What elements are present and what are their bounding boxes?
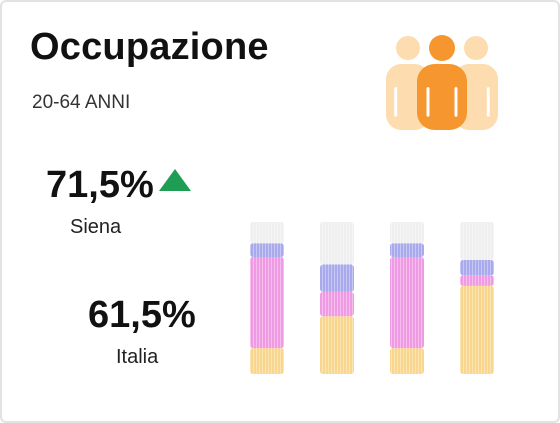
- bar-segment-texture: [250, 256, 284, 349]
- bar-segment-texture: [460, 222, 494, 260]
- bar-segment-texture: [320, 291, 354, 317]
- chart-bar: [460, 222, 494, 374]
- card-subtitle: 20-64 ANNI: [32, 92, 131, 113]
- people-group-icon: [386, 35, 498, 130]
- bar-segment-texture: [250, 222, 284, 244]
- chart-bar: [320, 222, 354, 374]
- bar-segment-texture: [390, 256, 424, 349]
- bar-segment-texture: [320, 264, 354, 292]
- bar-segment-texture: [250, 348, 284, 374]
- bar-segment-texture: [390, 243, 424, 257]
- bar-segment-texture: [320, 222, 354, 265]
- card-title: Occupazione: [30, 26, 269, 68]
- person-center-icon: [417, 35, 467, 130]
- trend-up-icon: [159, 169, 191, 191]
- siena-value: 71,5%: [46, 164, 154, 206]
- bar-segment-texture: [390, 348, 424, 374]
- bar-segment-texture: [460, 285, 494, 374]
- bar-segment-texture: [460, 275, 494, 286]
- bar-segment-texture: [460, 260, 494, 276]
- siena-label: Siena: [70, 216, 122, 238]
- italia-value: 61,5%: [88, 294, 196, 336]
- bar-segment-texture: [390, 222, 424, 244]
- chart-bar: [250, 222, 284, 374]
- italia-label: Italia: [116, 346, 159, 368]
- chart-bar: [390, 222, 424, 374]
- bar-segment-texture: [250, 243, 284, 257]
- stacked-bar-chart: [250, 222, 494, 374]
- bar-segment-texture: [320, 316, 354, 374]
